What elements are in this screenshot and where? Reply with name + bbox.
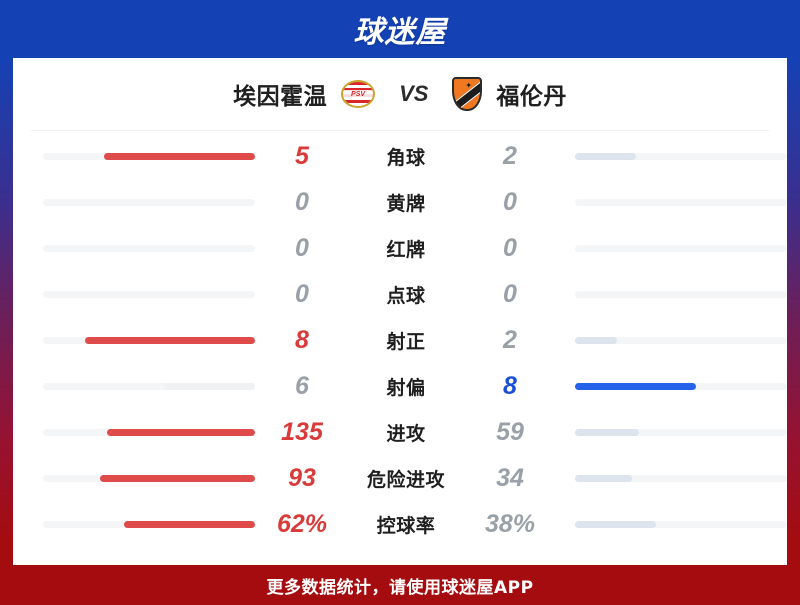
vs-label: VS (399, 81, 429, 106)
away-bar-track (575, 244, 787, 252)
away-team-name: 福伦丹 (496, 84, 567, 110)
stat-row: 8 射正 2 (13, 317, 787, 363)
stat-label: 控球率 (376, 514, 436, 537)
home-stat-value: 0 (295, 187, 309, 216)
home-bar-track (43, 520, 255, 528)
away-bar-fill (575, 336, 618, 344)
home-bar-track (43, 290, 255, 298)
away-stat-value: 0 (503, 233, 517, 262)
home-bar-track (43, 474, 255, 482)
away-bar-track (575, 336, 787, 344)
stat-label: 红牌 (386, 238, 426, 261)
away-bar-track (575, 428, 787, 436)
away-bar-track (575, 198, 787, 206)
away-bar-fill (575, 152, 637, 160)
away-stat-value: 2 (503, 141, 517, 170)
stat-row: 135 进攻 59 (13, 409, 787, 455)
match-title: 埃因霍温 PSV VS ✦ 福伦丹 (13, 58, 787, 130)
stat-row: 62% 控球率 38% (13, 501, 787, 547)
home-bar-track (43, 198, 255, 206)
header-divider (31, 130, 769, 131)
away-bar-track (575, 474, 787, 482)
stat-row: 0 黄牌 0 (13, 179, 787, 225)
away-bar-track (575, 152, 787, 160)
stats-list: 5 角球 2 0 黄牌 0 0 红牌 0 0 点球 0 8 射正 2 6 射偏 8 135 进攻 59 93 危险进攻 34 6… (13, 131, 787, 547)
stat-label: 角球 (386, 146, 426, 169)
app-header: 球迷屋 (0, 0, 800, 58)
stat-label: 黄牌 (386, 192, 426, 215)
stat-row: 0 点球 0 (13, 271, 787, 317)
home-stat-value: 0 (295, 279, 309, 308)
stat-row: 93 危险进攻 34 (13, 455, 787, 501)
home-bar-fill (85, 336, 255, 344)
home-bar-track (43, 152, 255, 160)
match-stats-card: 埃因霍温 PSV VS ✦ 福伦丹 5 角球 2 0 黄牌 0 0 红牌 0 0 点球 0 8 射正 2 6 射… (13, 58, 787, 565)
away-stat-value: 2 (503, 325, 517, 354)
home-bar-track (43, 336, 255, 344)
away-bar-fill (575, 520, 656, 528)
away-bar-track (575, 382, 787, 390)
psv-crest-wordmark: PSV (343, 90, 374, 99)
away-bar-fill (575, 474, 633, 482)
stat-label: 射偏 (386, 376, 426, 399)
away-stat-value: 59 (496, 417, 524, 446)
stat-label: 进攻 (386, 422, 426, 445)
volendam-crest-icon: ✦ (452, 77, 483, 111)
stat-row: 0 红牌 0 (13, 225, 787, 271)
home-bar-fill (104, 152, 255, 160)
away-bar-track (575, 290, 787, 298)
psv-crest-icon: PSV (341, 80, 376, 108)
away-stat-value: 34 (496, 463, 524, 492)
stat-label: 点球 (386, 284, 426, 307)
away-stat-value: 0 (503, 187, 517, 216)
stat-row: 6 射偏 8 (13, 363, 787, 409)
away-bar-fill (575, 382, 696, 390)
volendam-crest-star: ✦ (465, 81, 473, 90)
home-stat-value: 93 (288, 463, 316, 492)
away-bar-fill (575, 428, 639, 436)
stat-row: 5 角球 2 (13, 133, 787, 179)
home-stat-value: 62% (276, 509, 328, 538)
home-bar-fill (123, 520, 255, 528)
home-team-name: 埃因霍温 (233, 84, 328, 110)
app-footer: 更多数据统计，请使用球迷屋APP (0, 565, 800, 605)
away-stat-value: 0 (503, 279, 517, 308)
home-stat-value: 6 (295, 371, 309, 400)
footer-promo-text: 更多数据统计，请使用球迷屋APP (266, 577, 534, 598)
home-stat-value: 0 (295, 233, 309, 262)
home-bar-fill (106, 428, 255, 436)
home-bar-track (43, 244, 255, 252)
home-stat-value: 5 (295, 141, 309, 170)
home-stat-value: 8 (295, 325, 309, 354)
stat-label: 危险进攻 (366, 468, 445, 491)
home-bar-track (43, 382, 255, 390)
home-bar-track (43, 428, 255, 436)
stat-label: 射正 (386, 330, 426, 353)
away-stat-value: 38% (484, 509, 536, 538)
away-stat-value: 8 (503, 371, 517, 400)
home-bar-fill (100, 474, 255, 482)
home-stat-value: 135 (281, 417, 323, 446)
app-logo: 球迷屋 (353, 15, 447, 50)
away-bar-track (575, 520, 787, 528)
home-bar-fill (163, 382, 255, 390)
